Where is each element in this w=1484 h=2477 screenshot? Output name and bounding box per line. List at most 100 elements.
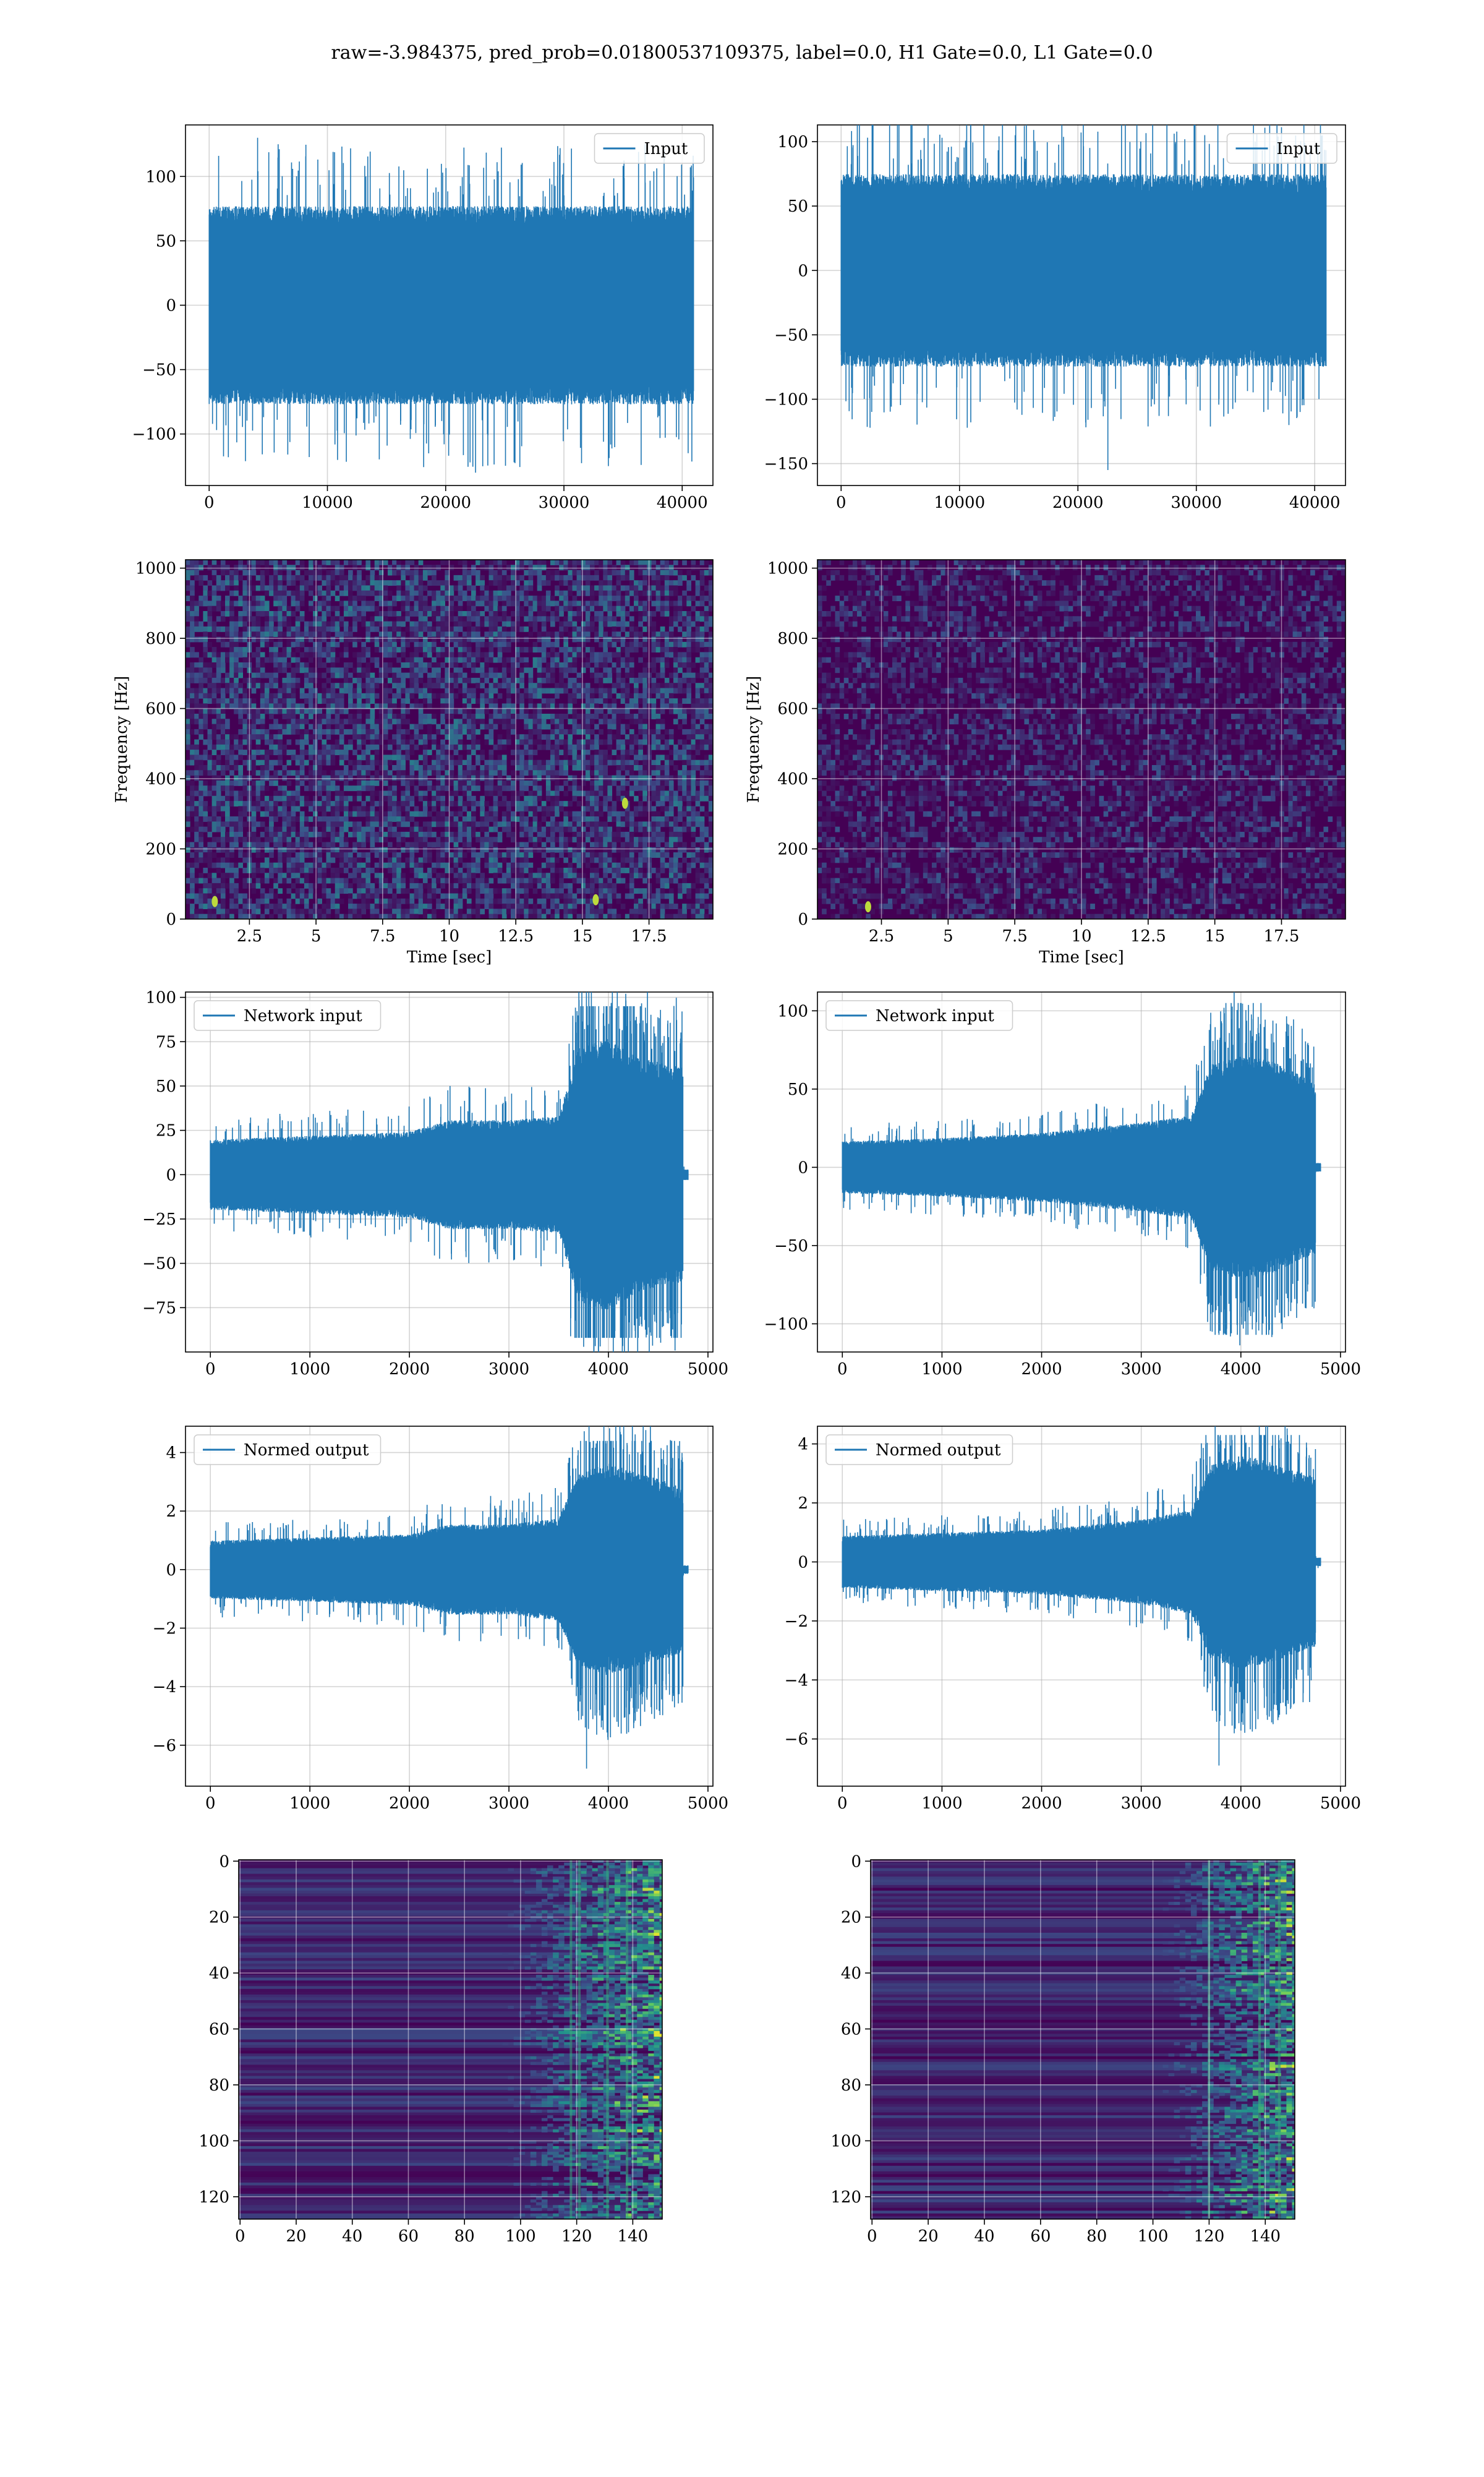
heatmap-cell bbox=[410, 611, 415, 617]
heatmap-cell bbox=[252, 596, 257, 601]
heatmap-cell bbox=[550, 796, 555, 802]
heatmap-cell bbox=[392, 596, 397, 601]
heatmap-cell bbox=[370, 709, 375, 714]
heatmap-cell bbox=[463, 863, 467, 868]
heatmap-cell bbox=[357, 698, 362, 704]
heatmap-cell bbox=[357, 688, 362, 694]
heatmap-cell bbox=[383, 776, 388, 781]
heatmap-cell bbox=[304, 709, 309, 714]
heatmap-cell bbox=[581, 827, 586, 832]
heatmap-cell bbox=[511, 667, 516, 673]
heatmap-cell bbox=[586, 878, 591, 884]
heatmap-cell bbox=[427, 770, 432, 776]
heatmap-cell bbox=[282, 652, 287, 657]
heatmap-cell bbox=[304, 878, 309, 884]
heatmap-cell bbox=[550, 837, 555, 842]
heatmap-cell bbox=[190, 719, 195, 724]
heatmap-cell bbox=[203, 724, 208, 730]
heatmap-cell bbox=[296, 796, 301, 802]
heatmap-cell bbox=[414, 909, 419, 914]
heatmap-cell bbox=[260, 832, 265, 837]
heatmap-cell bbox=[550, 631, 555, 637]
heatmap-cell bbox=[278, 642, 283, 648]
heatmap-cell bbox=[194, 611, 199, 617]
heatmap-cell bbox=[265, 693, 270, 699]
heatmap-cell bbox=[498, 647, 503, 652]
heatmap-cell bbox=[506, 667, 511, 673]
heatmap-cell bbox=[410, 909, 415, 914]
heatmap-cell bbox=[419, 781, 424, 786]
heatmap-cell bbox=[326, 734, 331, 740]
heatmap-cell bbox=[401, 909, 406, 914]
heatmap-cell bbox=[594, 868, 599, 873]
heatmap-cell bbox=[208, 616, 213, 622]
heatmap-cell bbox=[458, 652, 463, 657]
heatmap-cell bbox=[568, 745, 573, 750]
heatmap-cell bbox=[361, 667, 366, 673]
heatmap-cell bbox=[533, 606, 538, 612]
heatmap-cell bbox=[375, 745, 380, 750]
heatmap-cell bbox=[216, 776, 221, 781]
heatmap-cell bbox=[568, 647, 573, 652]
heatmap-cell bbox=[190, 909, 195, 914]
heatmap-cell bbox=[410, 637, 415, 643]
heatmap-cell bbox=[586, 698, 591, 704]
heatmap-cell bbox=[563, 688, 568, 694]
heatmap-cell bbox=[309, 755, 313, 760]
heatmap-cell bbox=[273, 801, 278, 806]
heatmap-cell bbox=[480, 750, 485, 755]
heatmap-cell bbox=[594, 832, 599, 837]
heatmap-cell bbox=[423, 745, 428, 750]
heatmap-cell bbox=[581, 606, 586, 612]
heatmap-cell bbox=[511, 601, 516, 606]
heatmap-cell bbox=[550, 852, 555, 858]
heatmap-cell bbox=[194, 667, 199, 673]
heatmap-cell bbox=[436, 693, 441, 699]
heatmap-cell bbox=[432, 575, 437, 581]
heatmap-cell bbox=[212, 909, 217, 914]
heatmap-cell bbox=[401, 770, 406, 776]
heatmap-cell bbox=[427, 873, 432, 878]
y-tick-label: 50 bbox=[788, 197, 808, 216]
heatmap-cell bbox=[304, 622, 309, 627]
heatmap-cell bbox=[278, 637, 283, 643]
heatmap-cell bbox=[309, 580, 313, 586]
heatmap-cell bbox=[278, 606, 283, 612]
heatmap-cell bbox=[573, 827, 578, 832]
heatmap-cell bbox=[603, 755, 608, 760]
heatmap-cell bbox=[304, 627, 309, 632]
heatmap-cell bbox=[300, 709, 305, 714]
heatmap-cell bbox=[489, 863, 494, 868]
heatmap-cell bbox=[423, 637, 428, 643]
heatmap-cell bbox=[563, 580, 568, 586]
heatmap-cell bbox=[273, 683, 278, 688]
heatmap-cell bbox=[317, 714, 322, 719]
heatmap-cell bbox=[450, 837, 454, 842]
heatmap-cell bbox=[344, 662, 349, 668]
heatmap-cell bbox=[357, 662, 362, 668]
heatmap-cell bbox=[396, 755, 401, 760]
heatmap-cell bbox=[555, 560, 560, 565]
heatmap-cell bbox=[212, 575, 217, 581]
heatmap-cell bbox=[467, 765, 472, 771]
heatmap-cell bbox=[282, 662, 287, 668]
heatmap-cell bbox=[519, 842, 524, 848]
heatmap-cell bbox=[414, 785, 419, 791]
heatmap-cell bbox=[256, 627, 261, 632]
heatmap-cell bbox=[186, 596, 190, 601]
heatmap-cell bbox=[581, 776, 586, 781]
heatmap-cell bbox=[291, 667, 296, 673]
heatmap-cell bbox=[555, 868, 560, 873]
heatmap-cell bbox=[313, 642, 318, 648]
heatmap-cell bbox=[348, 873, 353, 878]
heatmap-cell bbox=[405, 698, 410, 704]
heatmap-cell bbox=[489, 591, 494, 596]
heatmap-cell bbox=[392, 847, 397, 853]
heatmap-cell bbox=[467, 770, 472, 776]
heatmap-cell bbox=[599, 878, 603, 884]
heatmap-cell bbox=[339, 631, 344, 637]
heatmap-cell bbox=[344, 560, 349, 565]
heatmap-cell bbox=[331, 878, 336, 884]
heatmap-cell bbox=[229, 591, 234, 596]
